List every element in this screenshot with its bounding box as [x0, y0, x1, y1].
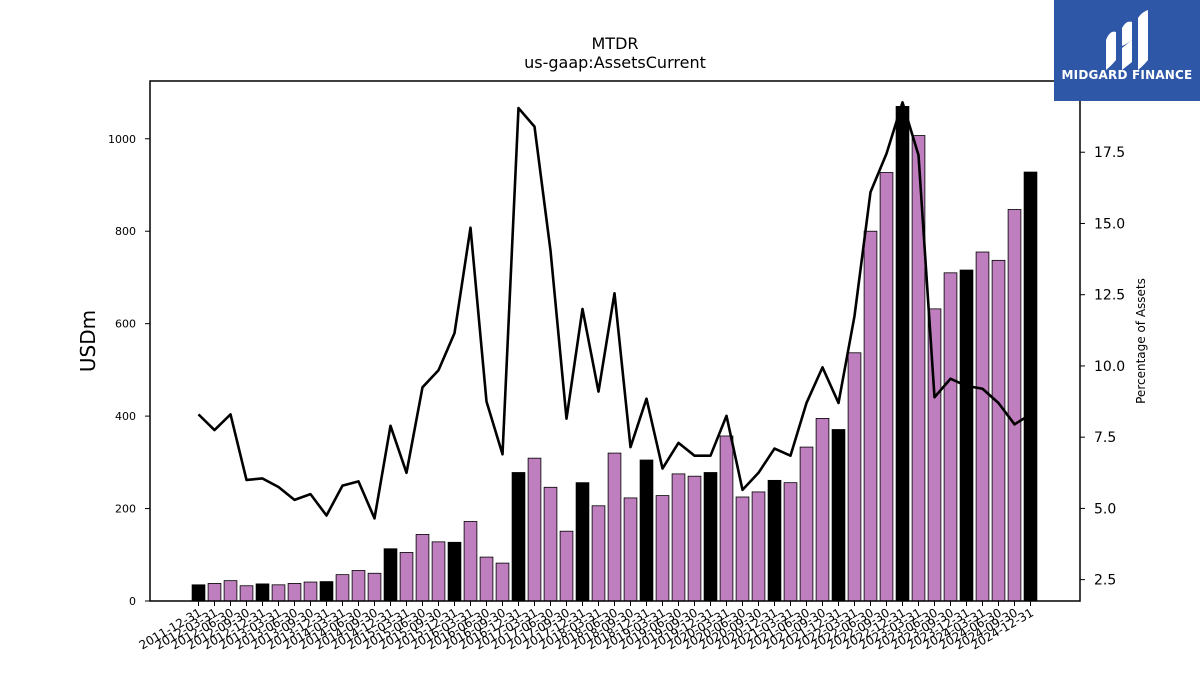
y-tick-label: 0 — [129, 595, 136, 608]
bar-2016-09-30 — [495, 562, 510, 602]
y2-tick-label: 7.5 — [1094, 430, 1116, 446]
bar-2015-06-30 — [415, 534, 430, 602]
bar-2012-09-30 — [239, 585, 254, 602]
midgard-finance-logo: MIDGARD FINANCE — [1054, 0, 1200, 101]
y2-tick-label: 5.0 — [1094, 501, 1116, 517]
bar-2017-09-30 — [559, 530, 574, 602]
bar-2015-03-31 — [399, 552, 414, 602]
bar-2019-06-30 — [671, 473, 686, 602]
y2-tick-label: 10.0 — [1094, 359, 1125, 375]
bar-2013-12-31 — [319, 581, 334, 602]
y-tick-label: 800 — [115, 225, 136, 238]
bar-2014-03-31 — [335, 574, 350, 602]
bar-2020-09-30 — [751, 491, 766, 602]
bar-2015-09-30 — [431, 541, 446, 602]
bar-2019-03-31 — [655, 495, 670, 602]
logo-text: MIDGARD FINANCE — [1061, 68, 1193, 82]
bar-2012-03-31 — [207, 583, 222, 602]
bar-2012-06-30 — [223, 580, 238, 602]
bar-2020-12-31 — [767, 479, 782, 602]
bar-2019-09-30 — [687, 475, 702, 602]
y-tick-label: 600 — [115, 318, 136, 331]
bar-2017-03-31 — [527, 457, 542, 602]
bar-2021-06-30 — [799, 446, 814, 602]
axes: 0 200 400 600 800 1000 2.5 5.0 7.5 10.0 12.5 15.0 17… — [108, 80, 1125, 652]
y-tick-label: 400 — [115, 410, 136, 423]
bar-2015-12-31 — [447, 541, 462, 602]
bar-2016-12-31 — [511, 472, 526, 602]
bar-2022-12-31 — [895, 106, 910, 602]
bar-2014-12-31 — [383, 548, 398, 602]
bar-2019-12-31 — [703, 472, 718, 602]
bar-2016-03-31 — [463, 521, 478, 602]
bar-2023-12-31 — [959, 269, 974, 602]
percentage-line — [197, 101, 1032, 520]
bar-2022-09-30 — [879, 172, 894, 602]
bar-2013-09-30 — [303, 581, 318, 602]
bar-2022-03-31 — [847, 352, 862, 602]
line-group — [197, 101, 1032, 520]
bar-2017-12-31 — [575, 482, 590, 602]
bar-group — [191, 106, 1038, 602]
bar-2018-03-31 — [591, 505, 606, 602]
bar-2018-09-30 — [623, 497, 638, 602]
y2-tick-label: 12.5 — [1094, 288, 1125, 304]
bar-2016-06-30 — [479, 556, 494, 602]
bar-2021-12-31 — [831, 429, 846, 602]
y-tick-label: 200 — [115, 503, 136, 516]
y2-tick-label: 2.5 — [1094, 573, 1116, 589]
bar-2018-06-30 — [607, 452, 622, 602]
bar-2024-09-30 — [1007, 209, 1022, 602]
chart-subtitle: us-gaap:AssetsCurrent — [524, 53, 706, 72]
bar-2023-06-30 — [927, 308, 942, 602]
bar-2024-12-31 — [1023, 171, 1038, 602]
bar-2014-06-30 — [351, 570, 366, 602]
bar-2023-09-30 — [943, 272, 958, 602]
y-axis-label: USDm — [76, 310, 100, 372]
bar-2013-06-30 — [287, 583, 302, 602]
y2-tick-label: 15.0 — [1094, 216, 1125, 232]
bar-2012-12-31 — [255, 583, 270, 602]
bar-2021-09-30 — [815, 418, 830, 602]
y2-axis-label: Percentage of Assets — [1134, 278, 1148, 404]
bar-2021-03-31 — [783, 482, 798, 602]
bar-2020-06-30 — [735, 496, 750, 602]
bar-2024-06-30 — [991, 259, 1006, 602]
bar-2013-03-31 — [271, 584, 286, 602]
bar-2014-09-30 — [367, 572, 382, 602]
y-tick-label: 1000 — [108, 133, 136, 146]
bar-2017-06-30 — [543, 486, 558, 602]
bar-2011-12-31 — [191, 584, 206, 602]
bar-2020-03-31 — [719, 435, 734, 602]
bar-2024-03-31 — [975, 251, 990, 602]
bar-2018-12-31 — [639, 459, 654, 602]
chart-title: MTDR — [591, 34, 638, 53]
y2-tick-label: 17.5 — [1094, 145, 1125, 161]
bar-2022-06-30 — [863, 230, 878, 602]
logo-mark-icon — [1106, 10, 1148, 70]
